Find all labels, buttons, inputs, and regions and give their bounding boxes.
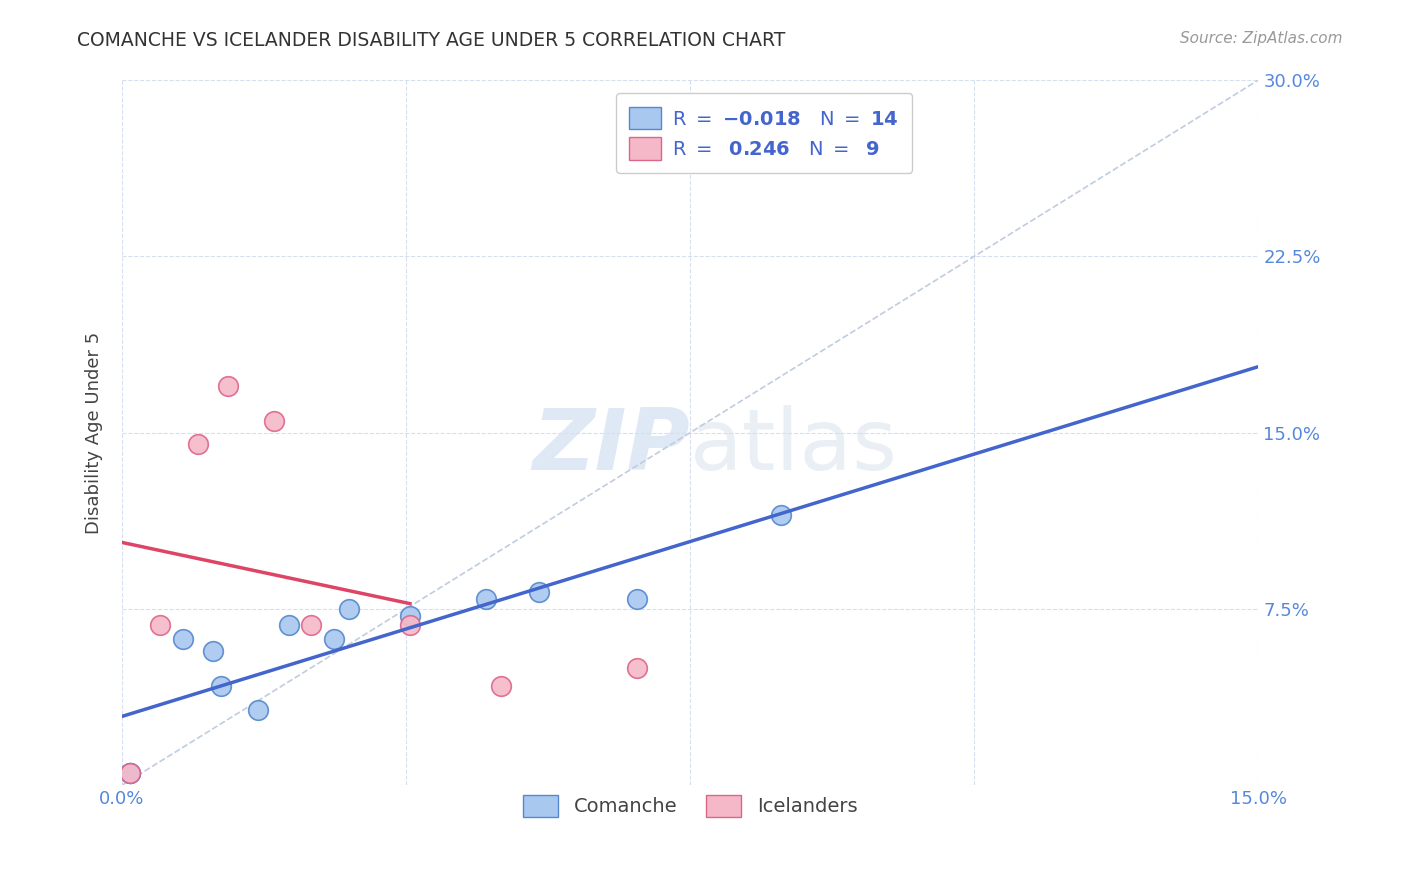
- Point: [301, 618, 323, 632]
- Point: [626, 660, 648, 674]
- Point: [263, 414, 285, 428]
- Point: [247, 703, 270, 717]
- Point: [172, 632, 194, 647]
- Point: [201, 644, 224, 658]
- Point: [118, 766, 141, 780]
- Point: [118, 766, 141, 780]
- Text: atlas: atlas: [690, 405, 898, 488]
- Point: [399, 608, 422, 623]
- Point: [277, 618, 299, 632]
- Point: [489, 680, 512, 694]
- Point: [149, 618, 172, 632]
- Point: [323, 632, 346, 647]
- Point: [337, 602, 360, 616]
- Text: Source: ZipAtlas.com: Source: ZipAtlas.com: [1180, 31, 1343, 46]
- Point: [187, 437, 209, 451]
- Point: [217, 378, 239, 392]
- Text: COMANCHE VS ICELANDER DISABILITY AGE UNDER 5 CORRELATION CHART: COMANCHE VS ICELANDER DISABILITY AGE UND…: [77, 31, 786, 50]
- Point: [527, 585, 550, 599]
- Text: ZIP: ZIP: [533, 405, 690, 488]
- Point: [626, 592, 648, 607]
- Legend: Comanche, Icelanders: Comanche, Icelanders: [515, 787, 865, 825]
- Point: [399, 618, 422, 632]
- Point: [209, 680, 232, 694]
- Point: [474, 592, 496, 607]
- Point: [118, 766, 141, 780]
- Y-axis label: Disability Age Under 5: Disability Age Under 5: [86, 332, 103, 533]
- Point: [770, 508, 793, 522]
